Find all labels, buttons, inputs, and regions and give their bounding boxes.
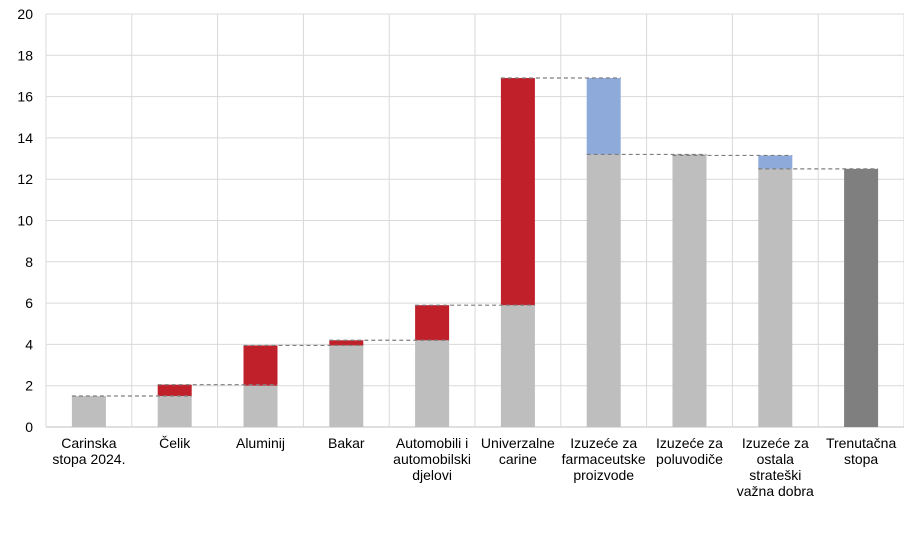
x-axis-labels: Carinska stopa 2024. Čelik Aluminij Bakar Aut… bbox=[52, 435, 896, 499]
bar-segment-base bbox=[243, 385, 278, 427]
x-category-label-line: Izuzeće za bbox=[656, 435, 723, 451]
x-category-label-line: Aluminij bbox=[236, 435, 285, 451]
x-category-label-line: Čelik bbox=[159, 435, 191, 451]
y-tick-label: 18 bbox=[17, 47, 33, 63]
y-tick-label: 10 bbox=[17, 213, 33, 229]
bar-segment-decrease bbox=[586, 78, 621, 155]
connector-lines bbox=[71, 77, 879, 397]
bar-segment-base bbox=[157, 396, 192, 427]
x-category-label-line: važna dobra bbox=[737, 483, 814, 499]
x-category-label-line: poluvodiče bbox=[656, 451, 723, 467]
x-category-label-line: ostala bbox=[757, 451, 795, 467]
bar-segment-increase bbox=[415, 305, 450, 341]
y-tick-label: 12 bbox=[17, 171, 33, 187]
x-category-label-line: Carinska bbox=[61, 435, 116, 451]
x-category-label: Aluminij bbox=[236, 435, 285, 451]
x-category-label-line: Izuzeće za bbox=[742, 435, 809, 451]
bar-segment-increase bbox=[243, 345, 278, 386]
x-category-label-line: Bakar bbox=[328, 435, 365, 451]
x-category-label-line: djelovi bbox=[412, 467, 452, 483]
bar-segment-increase bbox=[157, 384, 192, 397]
y-tick-label: 20 bbox=[17, 6, 33, 22]
x-category-label-line: Trenutačna bbox=[826, 435, 897, 451]
y-tick-label: 2 bbox=[25, 378, 33, 394]
x-category-label-line: stopa bbox=[844, 451, 878, 467]
bars bbox=[71, 78, 879, 428]
x-category-label: Univerzalne carine bbox=[481, 435, 555, 467]
bar-segment-base bbox=[672, 154, 707, 428]
bar-segment-increase bbox=[329, 340, 364, 346]
bar-segment-base bbox=[415, 340, 450, 427]
x-category-label-line: farmaceutske bbox=[562, 451, 646, 467]
x-category-label-line: stopa 2024. bbox=[52, 451, 125, 467]
bar-segment-base bbox=[586, 154, 621, 428]
x-category-label-line: Izuzeće za bbox=[570, 435, 637, 451]
x-category-label: Automobili i automobilski djelovi bbox=[393, 435, 471, 483]
bar-segment-base bbox=[758, 168, 793, 427]
x-category-label: Izuzeće za ostala strateški važna dobra bbox=[737, 435, 814, 499]
x-category-label-line: Univerzalne bbox=[481, 435, 555, 451]
bar-segment-base bbox=[71, 396, 106, 427]
bar-segment-base bbox=[500, 305, 535, 427]
y-tick-label: 6 bbox=[25, 295, 33, 311]
y-tick-label: 14 bbox=[17, 130, 33, 146]
x-category-label-line: strateški bbox=[749, 467, 801, 483]
y-tick-label: 8 bbox=[25, 254, 33, 270]
bar-segment-base bbox=[329, 345, 364, 427]
x-category-label: Čelik bbox=[159, 435, 191, 451]
y-tick-label: 16 bbox=[17, 89, 33, 105]
x-category-label: Izuzeće za poluvodiče bbox=[656, 435, 723, 467]
x-category-label-line: Automobili i bbox=[396, 435, 468, 451]
x-category-label: Bakar bbox=[328, 435, 365, 451]
y-axis-ticks: 0 2 4 6 8 10 12 14 16 18 20 bbox=[17, 6, 33, 435]
x-category-label: Trenutačna stopa bbox=[826, 435, 897, 467]
y-tick-label: 4 bbox=[25, 336, 33, 352]
y-tick-label: 0 bbox=[25, 419, 33, 435]
x-category-label: Carinska stopa 2024. bbox=[52, 435, 125, 467]
x-category-label-line: automobilski bbox=[393, 451, 471, 467]
bar-segment-increase bbox=[500, 78, 535, 306]
x-category-label-line: proizvode bbox=[573, 467, 634, 483]
x-category-label: Izuzeće za farmaceutske proizvode bbox=[562, 435, 646, 483]
x-category-label-line: carine bbox=[499, 451, 537, 467]
gridlines bbox=[45, 13, 904, 428]
bar-segment-decrease bbox=[758, 155, 793, 169]
bar-segment-total bbox=[844, 168, 879, 427]
